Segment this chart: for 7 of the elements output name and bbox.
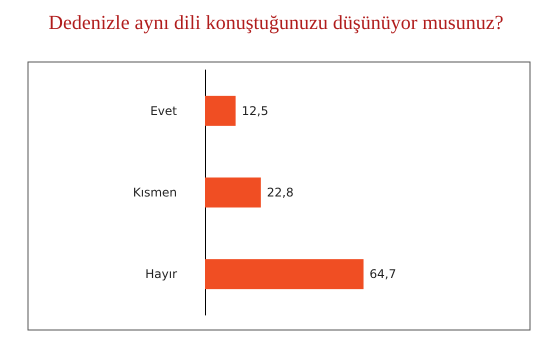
data-label: 64,7 (370, 267, 396, 282)
y-tick-label: Evet (150, 104, 178, 118)
data-label: 12,5 (242, 104, 268, 118)
data-label: 22,8 (266, 186, 294, 200)
chart-title: Dedenizle aynı dili konuştuğunuzu düşünüyor musunuz? (48, 12, 504, 34)
y-tick-label: Kısmen (132, 186, 177, 200)
y-tick-label: Hayır (145, 267, 178, 282)
